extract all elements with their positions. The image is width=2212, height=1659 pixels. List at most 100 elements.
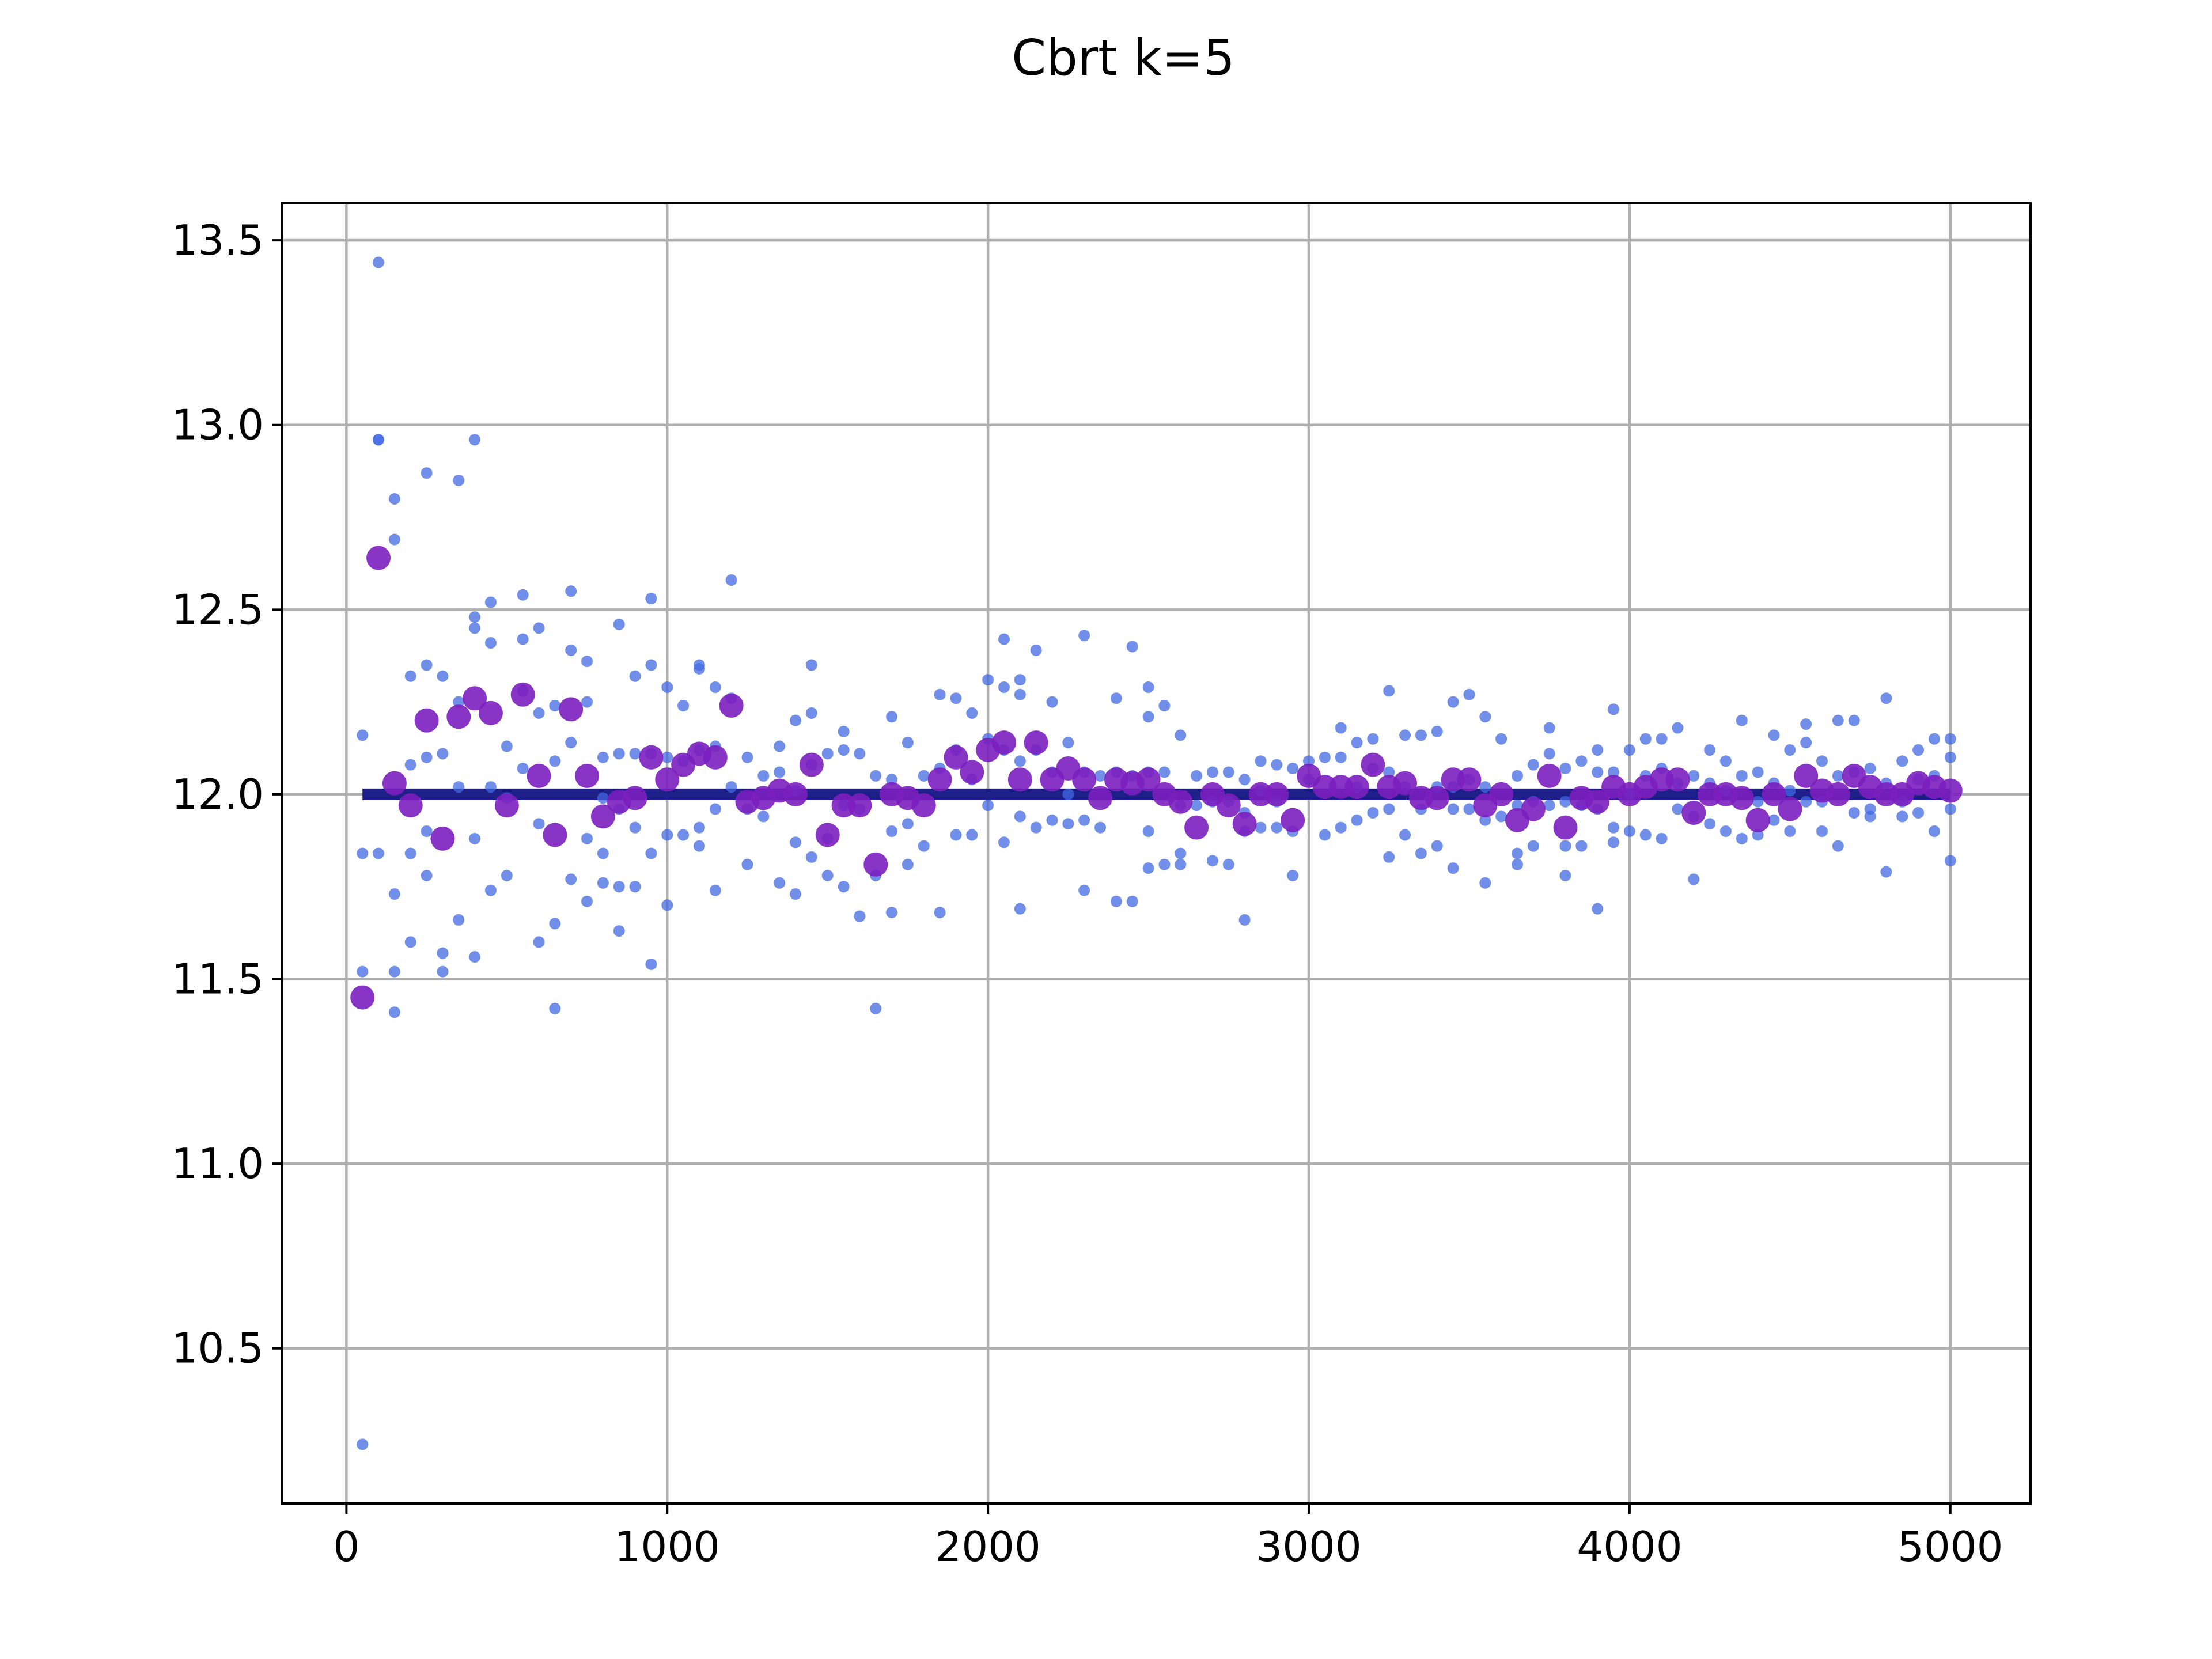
sample-point <box>693 840 705 852</box>
sample-point <box>950 692 962 704</box>
sample-point <box>1046 696 1058 708</box>
sample-point <box>613 881 625 893</box>
sample-point <box>1463 803 1475 815</box>
sample-point <box>1784 744 1796 756</box>
mean-point <box>1729 786 1754 810</box>
sample-point <box>581 832 593 844</box>
x-tick-label: 3000 <box>1256 1522 1361 1571</box>
sample-point <box>1880 692 1892 704</box>
sample-point <box>1752 766 1764 778</box>
sample-point <box>1656 832 1668 844</box>
sample-point <box>1848 714 1860 726</box>
sample-point <box>918 840 930 852</box>
sample-point <box>1046 814 1058 826</box>
sample-point <box>1142 825 1154 838</box>
axis-ticks: 0 1000 2000 3000 4000 5000 10.5 11.0 11.5 12.0 12.… <box>172 216 2003 1571</box>
sample-point <box>549 700 561 712</box>
sample-point <box>1303 755 1315 767</box>
sample-point <box>1094 770 1107 782</box>
mean-point <box>1184 815 1209 840</box>
mean-point <box>1681 800 1706 825</box>
sample-point <box>1608 821 1620 834</box>
sample-point <box>629 881 641 893</box>
mean-point <box>590 804 615 829</box>
sample-point <box>1062 788 1074 800</box>
mean-point <box>1762 782 1786 806</box>
mean-point <box>623 786 647 810</box>
mean-point <box>1232 812 1257 836</box>
sample-point <box>1287 869 1299 881</box>
sample-point <box>1238 774 1251 786</box>
sample-point <box>1543 722 1555 734</box>
sample-point <box>645 593 657 605</box>
sample-point <box>533 707 545 719</box>
mean-point <box>1072 767 1097 792</box>
sample-point <box>1142 711 1154 723</box>
sample-point <box>549 755 561 767</box>
sample-point <box>453 781 465 793</box>
sample-point <box>549 1002 561 1014</box>
sample-point <box>757 770 770 782</box>
sample-point <box>565 737 577 749</box>
sample-point <box>1864 763 1876 775</box>
sample-point <box>1944 751 1956 763</box>
sample-point <box>629 670 641 682</box>
sample-point <box>484 596 497 608</box>
mean-point <box>382 771 407 796</box>
sample-point <box>934 907 946 919</box>
sample-point <box>1800 796 1812 808</box>
sample-point <box>1206 855 1218 867</box>
mean-point <box>847 793 872 818</box>
mean-point <box>1745 808 1770 832</box>
sample-point <box>469 611 481 623</box>
mean-point <box>1794 763 1819 788</box>
sample-point <box>950 829 962 841</box>
sample-point <box>661 751 673 763</box>
sample-point <box>805 659 817 671</box>
sample-point <box>1415 729 1427 741</box>
sample-point <box>1896 810 1908 823</box>
sample-point <box>1271 821 1283 834</box>
sample-point <box>1832 770 1844 782</box>
sample-point <box>661 899 673 911</box>
sample-point <box>661 681 673 693</box>
sample-point <box>677 700 690 712</box>
mean-point <box>927 767 952 792</box>
mean-point <box>1425 786 1449 810</box>
sample-point <box>1142 862 1154 874</box>
sample-point <box>1752 796 1764 808</box>
sample-point <box>1158 700 1171 712</box>
sample-point <box>1800 737 1812 749</box>
sample-point <box>1383 766 1395 778</box>
sample-point <box>453 914 465 926</box>
mean-point <box>446 704 471 729</box>
sample-point <box>790 714 802 726</box>
sample-point <box>1623 744 1635 756</box>
sample-point <box>421 467 433 479</box>
sample-point <box>1848 806 1860 819</box>
mean-point <box>1553 815 1578 840</box>
sample-point <box>1736 770 1748 782</box>
sample-point <box>1816 755 1828 767</box>
mean-point <box>430 826 455 851</box>
mean-point <box>1216 793 1241 818</box>
mean-point <box>1007 767 1032 792</box>
sample-point <box>1511 770 1523 782</box>
mean-point <box>960 760 984 785</box>
sample-point <box>1383 851 1395 863</box>
sample-point <box>1447 803 1459 815</box>
sample-point <box>629 821 641 834</box>
sample-point <box>388 493 400 505</box>
sample-point <box>404 936 416 948</box>
sample-point <box>501 740 513 752</box>
sample-point <box>1142 681 1154 693</box>
sample-point <box>357 729 369 741</box>
sample-point <box>1014 755 1026 767</box>
sample-point <box>998 836 1010 849</box>
sample-point <box>805 707 817 719</box>
sample-point <box>1511 847 1523 859</box>
sample-point <box>1495 733 1508 745</box>
sample-point <box>1704 744 1716 756</box>
sample-point <box>421 659 433 671</box>
sample-point <box>357 847 369 859</box>
